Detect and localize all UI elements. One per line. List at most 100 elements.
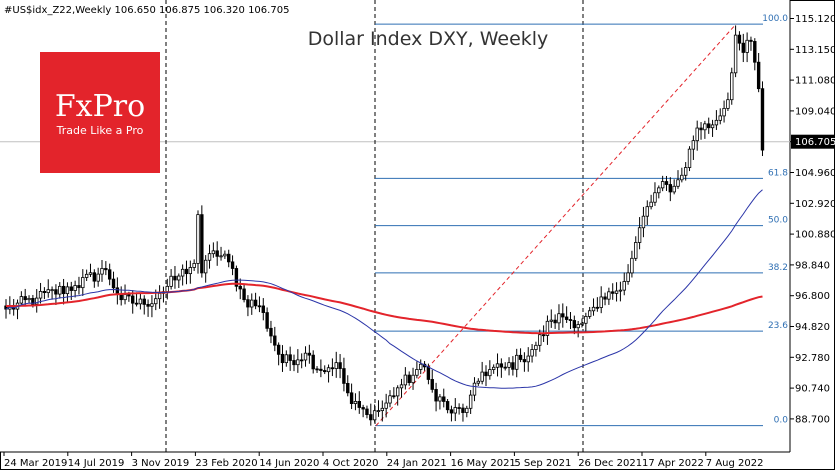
candle-up — [192, 263, 196, 268]
candle-up — [165, 285, 169, 293]
y-tick-label: 104.960 — [795, 168, 835, 179]
candle-up — [488, 369, 492, 377]
candle-down — [749, 39, 753, 42]
logo-background — [40, 52, 160, 173]
candle-up — [534, 344, 538, 350]
candle-up — [38, 290, 43, 299]
candle-up — [599, 296, 603, 308]
fib-level-label: 100.0 — [762, 14, 788, 24]
candle-up — [81, 277, 85, 289]
candle-up — [188, 267, 193, 275]
candle-down — [603, 296, 607, 300]
candle-up — [27, 297, 31, 301]
y-tick-label: 92.780 — [795, 353, 830, 364]
candle-down — [246, 299, 250, 308]
candle-up — [372, 410, 377, 421]
y-tick-label: 111.080 — [795, 76, 835, 87]
candle-up — [326, 367, 331, 373]
candle-down — [315, 368, 319, 371]
candle-down — [115, 287, 120, 295]
candle-down — [242, 288, 246, 301]
y-tick-label: 100.880 — [795, 230, 835, 241]
candle-up — [476, 380, 481, 384]
candle-down — [430, 379, 434, 390]
candle-up — [376, 410, 381, 413]
candle-down — [311, 354, 315, 370]
candle-up — [196, 214, 200, 264]
candle-up — [399, 384, 404, 389]
candle-up — [84, 273, 89, 278]
candle-up — [714, 119, 719, 126]
fibonacci-layer: 100.0 61.8 50.0 38.2 23.6 0.0 — [375, 14, 789, 427]
candle-up — [284, 354, 289, 364]
candle-up — [207, 253, 212, 261]
candle-down — [234, 268, 239, 287]
candle-down — [173, 275, 177, 281]
candle-down — [104, 268, 108, 271]
candle-up — [296, 359, 300, 366]
candle-up — [526, 355, 530, 363]
candle-down — [230, 261, 235, 269]
candle-down — [319, 368, 323, 371]
candle-down — [280, 353, 285, 364]
candle-up — [154, 298, 158, 305]
candle-up — [691, 140, 696, 150]
candle-down — [484, 371, 488, 377]
last-price-tag — [791, 134, 835, 149]
candle-down — [365, 408, 369, 416]
y-tick-label: 113.150 — [795, 45, 835, 56]
candle-up — [576, 324, 580, 329]
candle-up — [438, 396, 442, 402]
fib-level-label: 50.0 — [768, 216, 788, 226]
y-tick-label: 88.700 — [795, 414, 830, 425]
candle-up — [453, 407, 457, 414]
candle-up — [672, 185, 676, 193]
fib-level-label: 0.0 — [774, 416, 789, 426]
candle-down — [553, 319, 557, 324]
candle-down — [461, 407, 465, 413]
candle-down — [69, 286, 73, 291]
candle-up — [303, 352, 308, 361]
candle-up — [637, 227, 642, 243]
x-tick-label: 26 Dec 2021 — [578, 458, 642, 469]
candle-up — [630, 257, 634, 274]
x-tick-label: 16 May 2021 — [451, 458, 516, 469]
candle-down — [699, 127, 703, 131]
candle-up — [472, 382, 477, 396]
candle-down — [23, 296, 27, 301]
candle-down — [564, 316, 569, 320]
candle-up — [138, 298, 143, 305]
candle-down — [276, 344, 281, 355]
candle-up — [622, 281, 626, 291]
candle-down — [407, 374, 411, 384]
candle-up — [683, 167, 688, 176]
logo-tagline: Trade Like a Pro — [56, 124, 144, 137]
candle-down — [61, 285, 66, 295]
candle-up — [626, 272, 630, 282]
candle-down — [142, 298, 146, 305]
candle-up — [468, 394, 473, 409]
candle-down — [134, 302, 139, 305]
candle-down — [457, 407, 461, 409]
candle-down — [369, 414, 373, 421]
candle-down — [449, 409, 454, 414]
candle-down — [361, 407, 365, 410]
candle-up — [19, 296, 24, 304]
candle-down — [269, 327, 273, 337]
candle-down — [572, 320, 577, 329]
candle-down — [541, 334, 546, 337]
candle-up — [634, 242, 638, 259]
candle-up — [50, 289, 54, 292]
candle-down — [238, 285, 242, 290]
x-tick-label: 17 Apr 2022 — [642, 458, 704, 469]
x-tick-label: 24 Jan 2021 — [387, 458, 447, 469]
candle-down — [346, 383, 350, 394]
candle-up — [730, 72, 734, 101]
candle-up — [591, 306, 596, 312]
candle-up — [73, 285, 77, 291]
y-tick-label: 102.920 — [795, 199, 835, 210]
logo-brand: FxPro — [55, 89, 145, 124]
candle-down — [299, 359, 304, 362]
candle-up — [538, 334, 542, 346]
candle-up — [530, 349, 534, 357]
